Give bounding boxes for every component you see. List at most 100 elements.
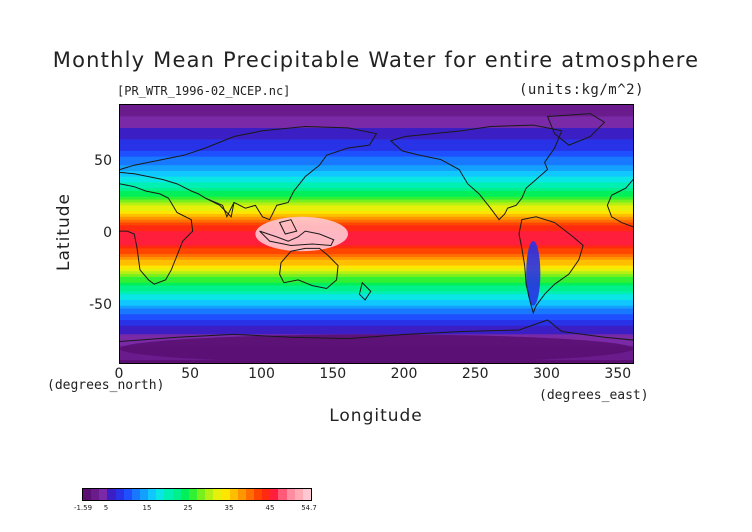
field-band: [120, 116, 633, 120]
colorbar-swatch: [205, 489, 214, 500]
field-band: [120, 196, 633, 201]
field-band: [120, 127, 633, 132]
x-tick-label: 150: [319, 366, 347, 382]
field-band: [120, 282, 633, 287]
x-unit-label: (degrees_east): [539, 388, 649, 403]
coastline-maritime-continent: [259, 230, 335, 246]
x-tick-label: 50: [181, 366, 200, 382]
colorbar-swatch: [237, 489, 246, 500]
field-band: [120, 277, 633, 281]
field-band: [120, 153, 633, 158]
coastline-africa: [120, 183, 194, 285]
field-band: [120, 173, 633, 178]
field-band: [120, 259, 633, 264]
field-band: [120, 302, 633, 307]
field-band: [120, 165, 633, 169]
colorbar-swatch: [196, 489, 206, 500]
chart-title: Monthly Mean Precipitable Water for enti…: [52, 48, 700, 72]
colorbar-swatch: [286, 489, 295, 500]
y-tick-label: 0: [103, 225, 112, 241]
field-band: [120, 305, 633, 309]
field-band: [120, 170, 633, 175]
field-band: [120, 136, 633, 140]
colorbar-swatch: [164, 489, 173, 500]
x-tick-label: 300: [533, 366, 560, 382]
file-label: [PR_WTR_1996-02_NCEP.nc]: [117, 84, 291, 98]
field-band: [120, 150, 633, 155]
coastline-africa-west: [606, 179, 633, 228]
field-band: [120, 130, 633, 135]
field-band: [120, 299, 633, 304]
field-band: [120, 331, 633, 335]
colorbar-swatch: [180, 489, 189, 500]
field-band: [120, 262, 633, 266]
colorbar-swatch: [83, 489, 92, 500]
x-tick-label: 200: [390, 366, 418, 382]
coastline-eurasia: [120, 125, 378, 221]
field-band: [120, 162, 633, 166]
field-band: [120, 179, 633, 183]
field-band: [120, 225, 633, 229]
field-band: [120, 297, 633, 301]
field-band: [120, 314, 633, 318]
field-band: [120, 322, 633, 327]
colorbar-tick-label: 45: [265, 504, 275, 512]
field-band: [120, 311, 633, 315]
field-band: [120, 185, 633, 189]
y-unit-label: (degrees_north): [47, 378, 165, 393]
y-axis-label: Latitude: [54, 193, 74, 271]
coastline-australia: [279, 247, 339, 290]
field-band: [120, 122, 633, 126]
precipitable-water-map: [120, 105, 633, 363]
field-band: [120, 222, 633, 226]
colorbar-swatch: [262, 489, 271, 500]
colorbar-swatch: [131, 489, 140, 500]
colorbar-tick-label: 25: [183, 504, 193, 512]
field-band: [120, 148, 633, 152]
field-band: [120, 133, 633, 137]
field-band: [120, 202, 633, 206]
field-band: [120, 228, 633, 232]
field-band: [120, 205, 633, 209]
coastlines: [120, 113, 633, 343]
field-band: [120, 211, 633, 215]
colorbar-swatch: [270, 489, 279, 500]
field-band: [120, 139, 633, 143]
colorbar-tick-label: 5: [103, 504, 109, 512]
units-label: (units:kg/m^2): [519, 82, 645, 98]
coastline-north-america: [389, 124, 563, 221]
field-band: [120, 231, 633, 235]
colorbar-swatch: [188, 489, 197, 500]
field-band: [120, 288, 633, 292]
colorbar-swatch: [253, 489, 263, 500]
field-band: [120, 182, 633, 186]
field-band: [120, 176, 633, 180]
field-band: [120, 168, 633, 172]
field-feature-Antarctic-minimum: [120, 334, 633, 363]
y-tick-label: -50: [89, 296, 112, 313]
field-band: [120, 271, 633, 275]
coastline-new-zealand: [358, 281, 372, 301]
colorbar-swatch: [91, 489, 100, 500]
field-band: [120, 285, 633, 289]
field-band: [120, 142, 633, 146]
field-band: [120, 242, 633, 246]
colorbar-swatch: [107, 489, 116, 500]
field-band: [120, 248, 633, 252]
field-band: [120, 213, 633, 218]
field-band: [120, 219, 633, 223]
field-band: [120, 188, 633, 192]
colorbar-swatch: [245, 489, 254, 500]
field-band: [120, 110, 633, 115]
colorbar-tick-label: -1.59: [73, 504, 93, 512]
field-band: [120, 239, 633, 244]
field-band: [120, 193, 633, 198]
colorbar-swatch: [294, 489, 303, 500]
x-tick-label: 0: [114, 366, 124, 382]
colorbar-swatch: [221, 489, 230, 500]
field-band: [120, 254, 633, 258]
field-band: [120, 245, 633, 249]
field-band: [120, 328, 633, 332]
colorbar-tick-label: 15: [142, 504, 152, 512]
coastline-antarctica: [120, 319, 633, 343]
